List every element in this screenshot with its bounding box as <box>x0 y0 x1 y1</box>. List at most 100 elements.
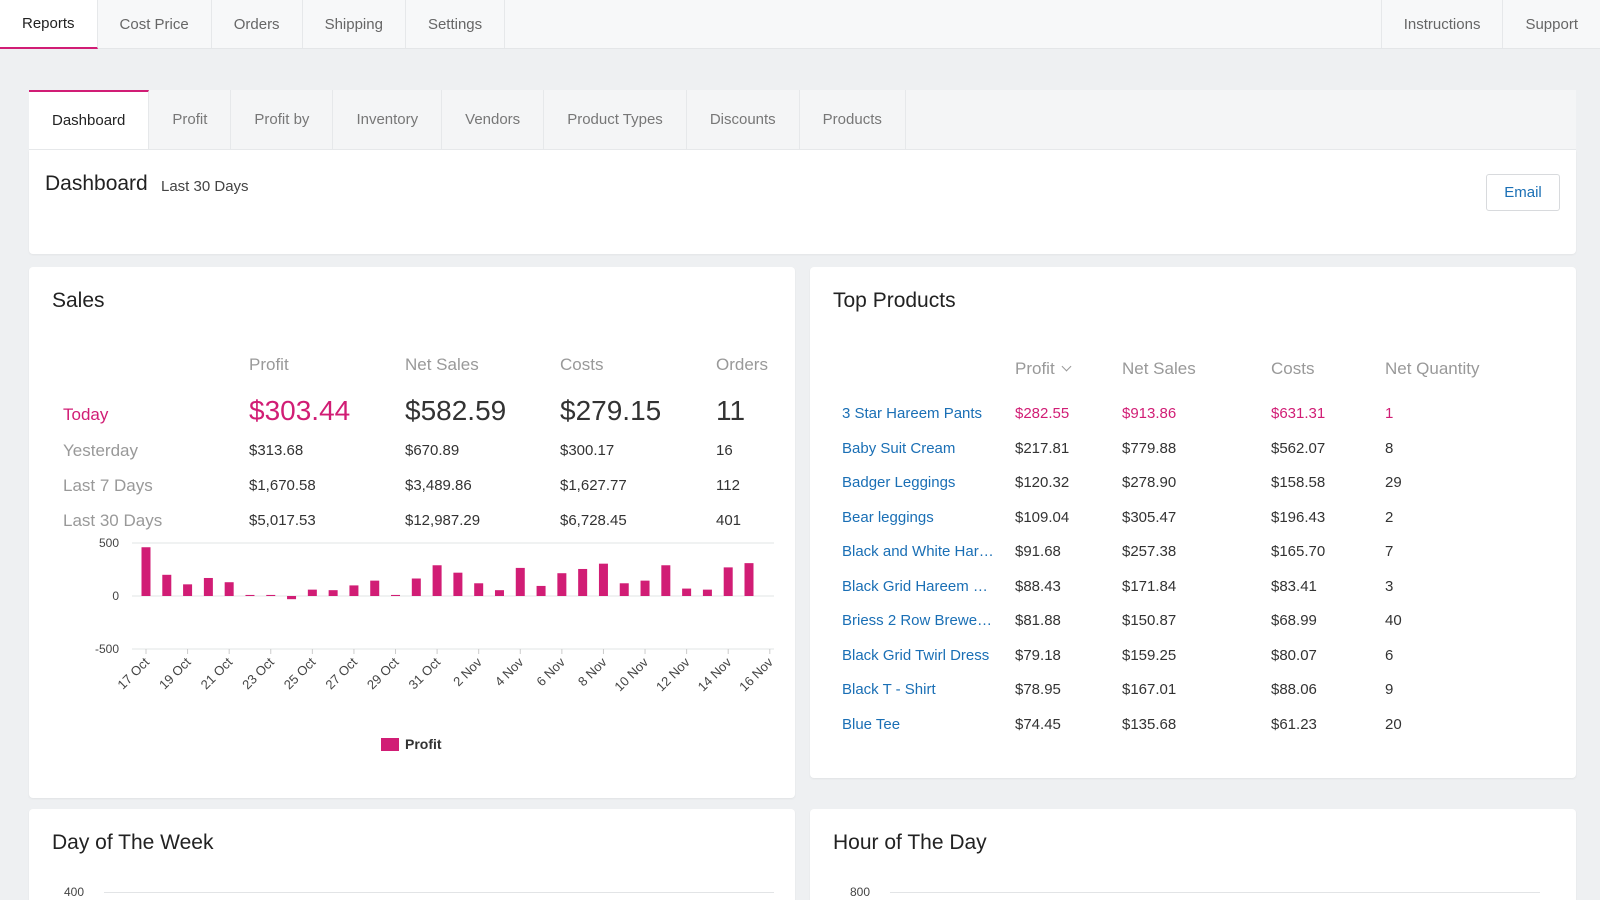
today-orders: 11 <box>716 395 746 426</box>
product-link[interactable]: Black Grid Twirl Dress <box>842 646 990 664</box>
profit-bar <box>682 588 692 596</box>
profit-bar <box>702 589 712 596</box>
table-cell: $120.32 <box>1015 474 1070 491</box>
hour-of-day-card: Hour of The Day 800 <box>810 809 1576 900</box>
profit-bar <box>432 565 442 596</box>
profit-bar <box>391 594 401 596</box>
product-link[interactable]: 3 Star Hareem Pants <box>842 405 983 422</box>
last7-net-sales: $3,489.86 <box>405 477 472 494</box>
product-link[interactable]: Black and White Har… <box>842 543 994 560</box>
table-cell: $79.18 <box>1015 646 1061 664</box>
table-cell: $61.23 <box>1271 715 1317 733</box>
table-cell: 7 <box>1385 543 1394 560</box>
y-tick-label: 500 <box>99 537 119 550</box>
tab-dashboard[interactable]: Dashboard <box>29 90 150 149</box>
x-tick-label: 4 Nov <box>492 654 527 689</box>
profit-bar <box>307 589 317 596</box>
table-cell: $83.41 <box>1271 577 1317 595</box>
tab-discounts[interactable]: Discounts <box>687 90 800 149</box>
product-link[interactable]: Briess 2 Row Brewe… <box>842 612 993 629</box>
table-row: Badger Leggings $120.32 $278.90 $158.58 29 <box>810 474 1570 508</box>
profit-bar <box>619 583 629 596</box>
nav-tab-shipping[interactable]: Shipping <box>303 0 406 48</box>
today-net-sales: $582.59 <box>405 395 507 426</box>
nav-tab-cost-price[interactable]: Cost Price <box>98 0 212 48</box>
nav-tab-reports[interactable]: Reports <box>0 0 98 49</box>
tab-inventory[interactable]: Inventory <box>333 90 443 149</box>
profit-bar <box>536 585 546 596</box>
tab-vendors[interactable]: Vendors <box>442 90 545 149</box>
y-tick-label: 0 <box>112 589 119 603</box>
table-cell: $109.04 <box>1015 508 1070 526</box>
day-of-week-title: Day of The Week <box>52 831 214 854</box>
table-row: Baby Suit Cream $217.81 $779.88 $562.07 8 <box>810 440 1570 474</box>
tab-profit[interactable]: Profit <box>149 90 232 149</box>
column-header-orders: Orders <box>716 355 768 374</box>
x-tick-label: 31 Oct <box>406 654 444 692</box>
sales-card: Sales Profit Net Sales Costs Orders Toda… <box>29 267 795 798</box>
tab-products[interactable]: Products <box>800 90 906 149</box>
last30-net-sales: $12,987.29 <box>405 512 481 529</box>
table-row: Black and White Har… $91.68 $257.38 $165.70… <box>810 543 1570 577</box>
table-cell: $81.88 <box>1015 612 1061 629</box>
sales-title: Sales <box>52 289 105 312</box>
profit-bar <box>328 590 338 596</box>
product-link[interactable]: Badger Leggings <box>842 474 956 491</box>
product-link[interactable]: Black T - Shirt <box>842 681 936 698</box>
column-header-profit-sort[interactable]: Profit <box>1015 359 1072 379</box>
tab-profit-by[interactable]: Profit by <box>231 90 334 149</box>
profit-bar <box>370 580 380 596</box>
x-tick-label: 21 Oct <box>198 654 236 692</box>
day-of-week-ytick: 400 <box>64 885 85 899</box>
profit-bar <box>661 565 671 596</box>
table-row: Blue Tee $74.45 $135.68 $61.23 20 <box>810 716 1570 750</box>
top-products-title: Top Products <box>833 289 956 312</box>
column-header-costs[interactable]: Costs <box>1271 359 1315 378</box>
date-range-label: Last 30 Days <box>161 178 249 195</box>
page-title: Dashboard <box>45 172 148 195</box>
profit-bar <box>183 584 193 596</box>
profit-bar <box>578 568 588 596</box>
x-tick-label: 16 Nov <box>736 654 776 694</box>
table-cell: $88.06 <box>1271 681 1317 698</box>
product-link[interactable]: Blue Tee <box>842 715 901 733</box>
x-tick-label: 2 Nov <box>450 654 485 689</box>
product-link[interactable]: Baby Suit Cream <box>842 439 956 457</box>
table-row: Bear leggings $109.04 $305.47 $196.43 2 <box>810 509 1570 543</box>
nav-tab-support[interactable]: Support <box>1525 15 1578 33</box>
legend-swatch-profit <box>381 737 399 751</box>
table-row: 3 Star Hareem Pants $282.55 $913.86 $631.31… <box>810 405 1570 439</box>
product-link[interactable]: Bear leggings <box>842 508 934 526</box>
column-header-net-sales[interactable]: Net Sales <box>1122 359 1196 378</box>
profit-bar <box>141 547 151 596</box>
x-tick-label: 10 Nov <box>611 654 651 694</box>
dashboard-header: Dashboard Last 30 Days Email <box>29 150 1576 254</box>
profit-bar <box>245 594 255 596</box>
hour-of-day-ytick: 800 <box>850 885 871 899</box>
table-cell: $257.38 <box>1122 543 1177 560</box>
nav-tab-orders[interactable]: Orders <box>212 0 303 48</box>
table-cell: $913.86 <box>1122 405 1177 422</box>
product-link[interactable]: Black Grid Hareem … <box>842 577 988 595</box>
table-cell: $282.55 <box>1015 405 1070 422</box>
nav-tab-instructions[interactable]: Instructions <box>1382 0 1504 48</box>
profit-bar <box>203 577 213 596</box>
table-cell: 29 <box>1385 474 1402 491</box>
tab-product-types[interactable]: Product Types <box>544 90 687 149</box>
table-cell: $159.25 <box>1122 646 1177 664</box>
nav-tab-settings[interactable]: Settings <box>406 0 506 48</box>
table-cell: $78.95 <box>1015 681 1061 698</box>
profit-bar <box>723 567 733 596</box>
day-of-week-card: Day of The Week 400 <box>29 809 795 900</box>
column-header-net-quantity[interactable]: Net Quantity <box>1385 359 1480 378</box>
hour-of-day-title: Hour of The Day <box>833 831 987 854</box>
top-products-card: Top Products Profit Net Sales Costs Net … <box>810 267 1576 778</box>
profit-bar <box>557 573 567 596</box>
yesterday-profit: $313.68 <box>249 442 304 459</box>
table-row: Briess 2 Row Brewe… $81.88 $150.87 $68.99 40 <box>810 612 1570 646</box>
chevron-down-icon <box>1061 361 1072 372</box>
table-cell: 1 <box>1385 405 1394 422</box>
email-button[interactable]: Email <box>1486 174 1560 211</box>
x-tick-label: 14 Nov <box>695 654 735 694</box>
profit-bar <box>162 574 172 596</box>
